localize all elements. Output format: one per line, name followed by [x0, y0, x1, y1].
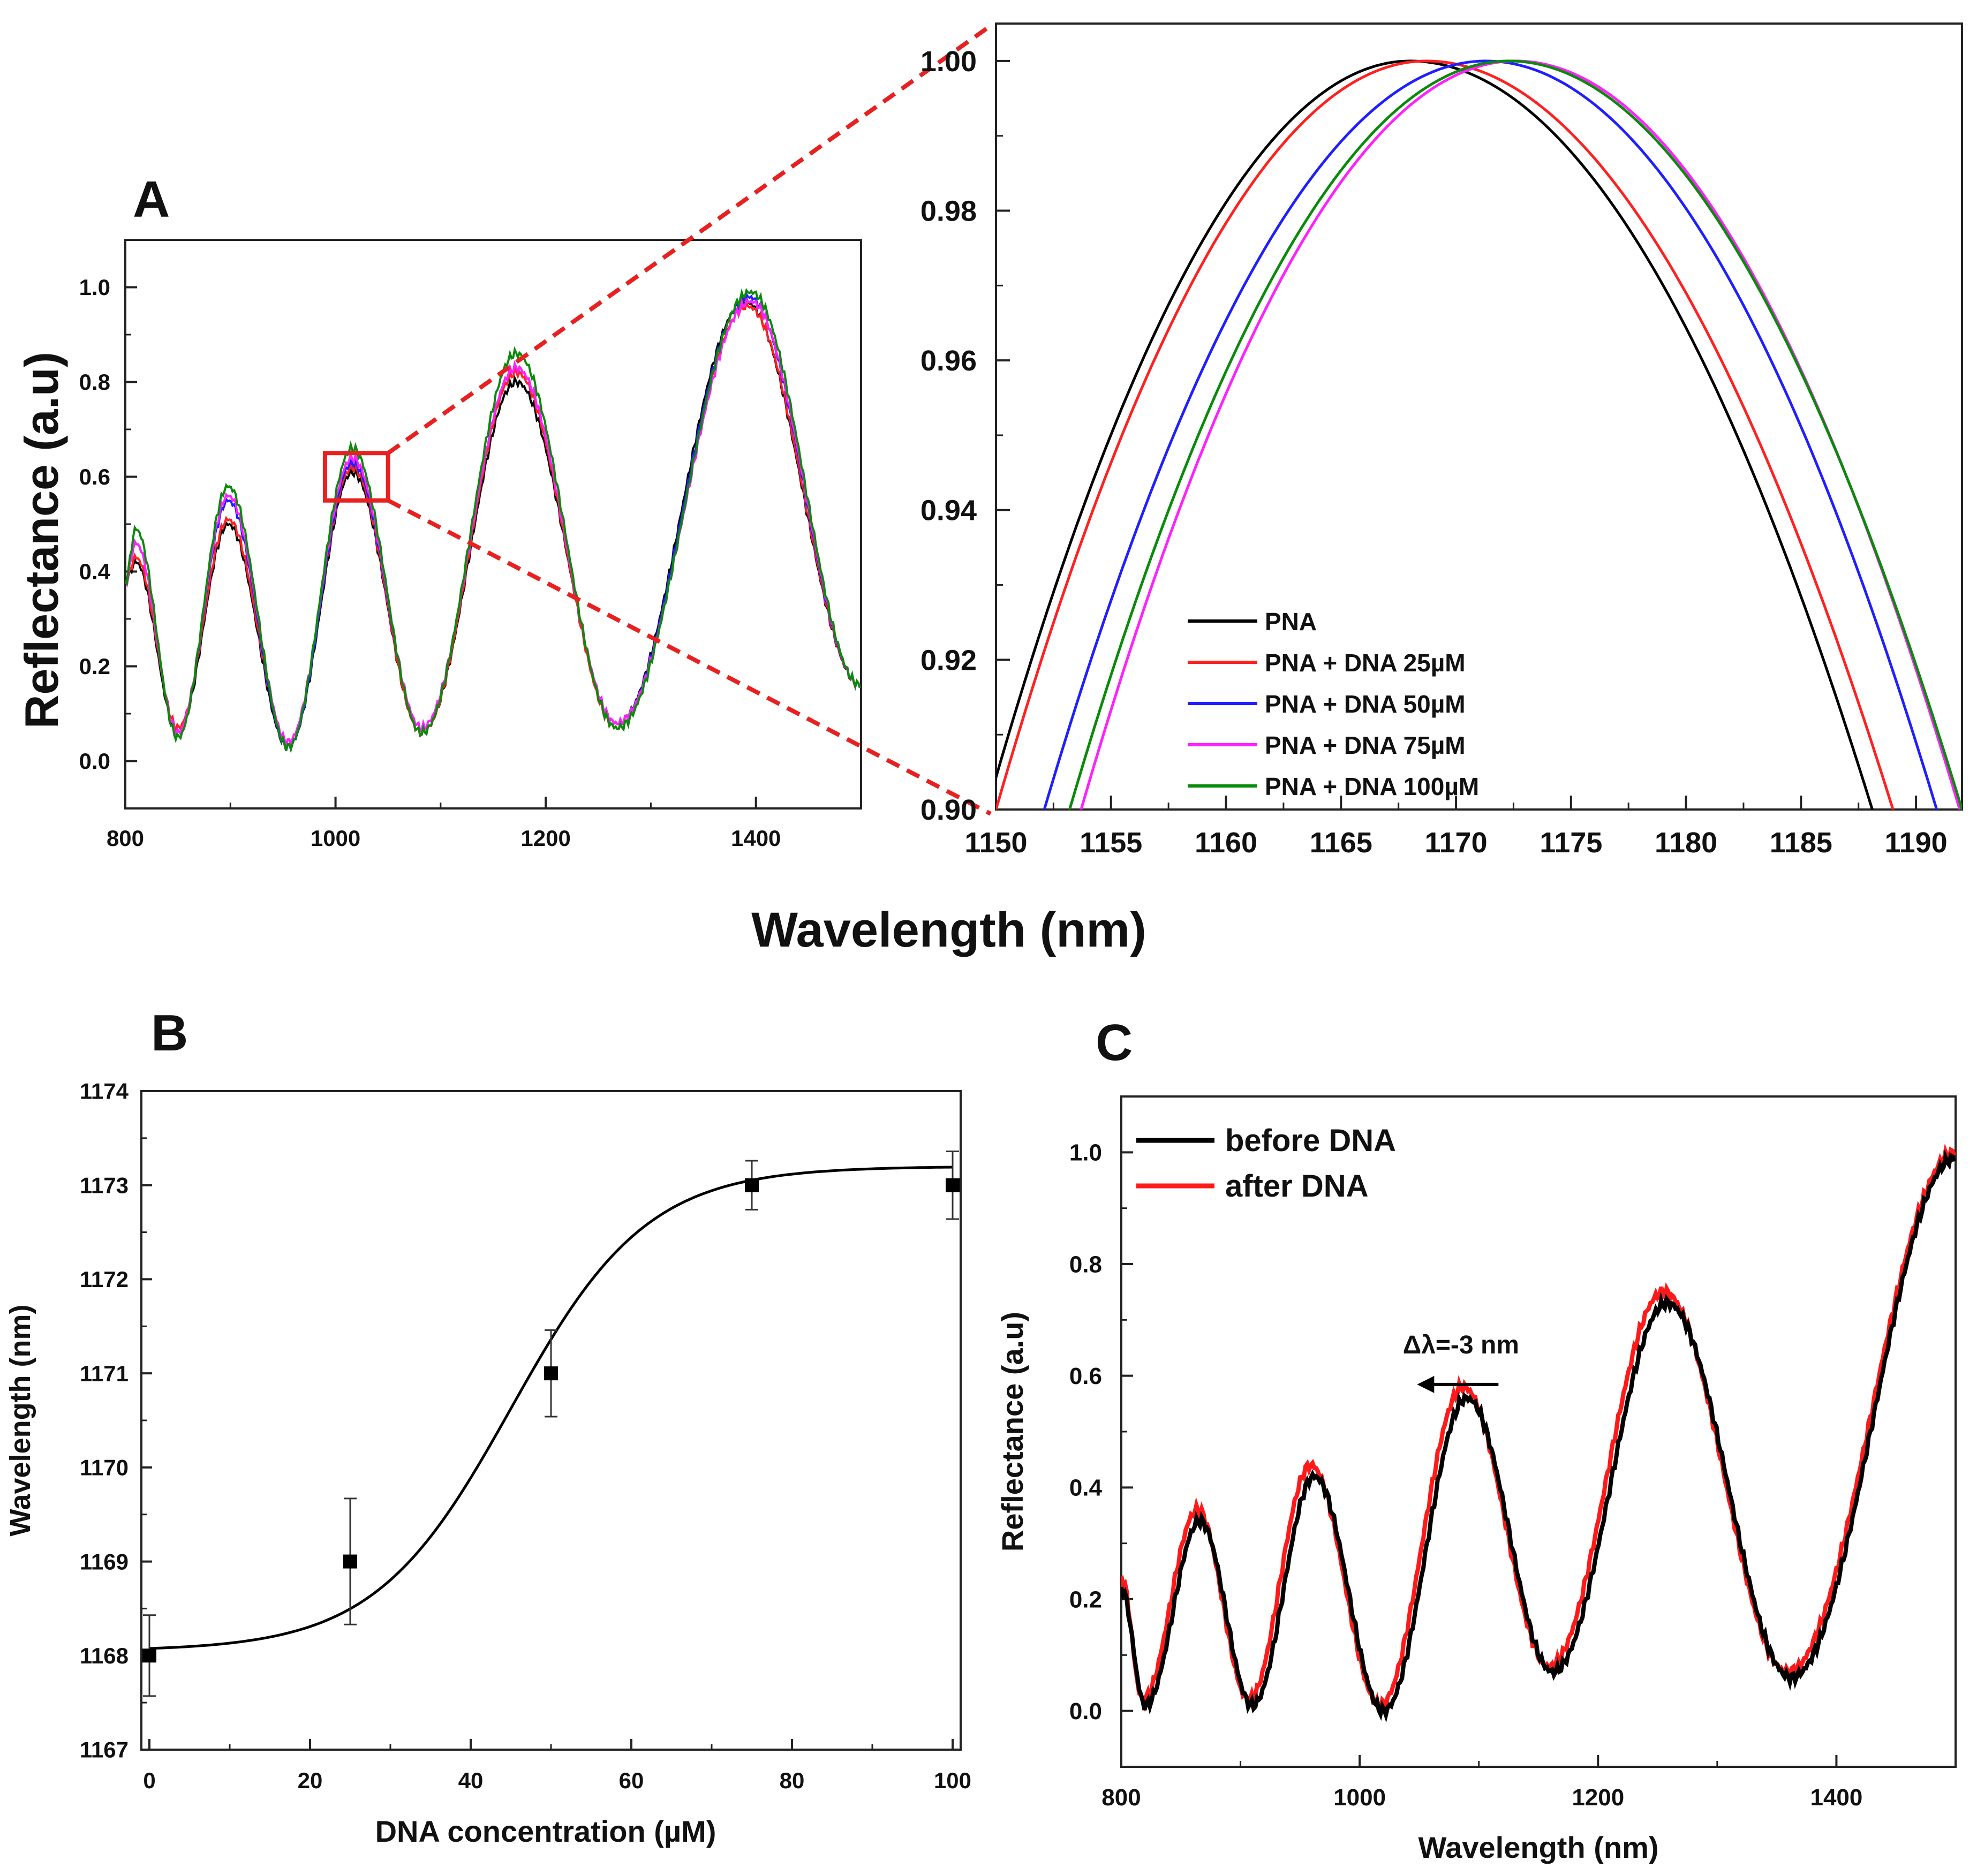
- A-overview-ytick-label: 0.2: [79, 654, 110, 679]
- panel-b-x-axis-title: DNA concentration (µM): [375, 1814, 716, 1848]
- A-overview-xtick-label: 1000: [311, 826, 360, 851]
- panel-c-series-0: [1121, 1149, 1956, 1723]
- panel-b-point-0: [142, 1648, 156, 1663]
- B-ytick-label: 1169: [80, 1549, 129, 1574]
- panel-a-series-3: [125, 297, 861, 748]
- C-ytick-label: 0.8: [1069, 1251, 1102, 1277]
- B-xtick-label: 0: [143, 1768, 155, 1793]
- panel-a-zoom-series-3: [1080, 59, 1961, 810]
- legend-label-4: PNA + DNA 100µM: [1265, 773, 1479, 800]
- A-overview-ytick-label: 1.0: [79, 275, 110, 300]
- A-zoom-xtick-label: 1170: [1424, 827, 1487, 859]
- C-xtick-label: 1000: [1333, 1784, 1386, 1811]
- A-zoom-ytick-label: 0.90: [920, 794, 977, 826]
- panel-a-zoom-legend: PNA PNA + DNA 25µM PNA + DNA 50µM PNA + DNA…: [1188, 608, 1479, 800]
- C-xtick-label: 800: [1101, 1784, 1141, 1811]
- B-xtick-label: 60: [619, 1768, 644, 1793]
- zoom-connector-bottom: [387, 498, 992, 816]
- A-overview-ytick-label: 0.6: [79, 464, 110, 489]
- C-ytick-label: 0.4: [1069, 1475, 1103, 1501]
- panel-c-shift-annotation: Δλ=-3 nm: [1403, 1331, 1519, 1359]
- A-zoom-ytick-label: 0.94: [920, 495, 977, 527]
- B-ytick-label: 1170: [80, 1455, 129, 1480]
- panel-a-label: A: [133, 171, 170, 228]
- A-overview-ytick-label: 0.8: [79, 369, 110, 395]
- A-zoom-xtick-label: 1165: [1310, 827, 1372, 859]
- B-xtick-label: 100: [934, 1768, 971, 1793]
- legend-label-3: PNA + DNA 75µM: [1265, 731, 1466, 759]
- panel-a-series-4: [125, 288, 861, 753]
- A-zoom-plot-frame: [995, 22, 1963, 811]
- A-overview-xtick-label: 800: [107, 826, 144, 851]
- A-zoom-xtick-label: 1180: [1655, 827, 1717, 859]
- C-axes: 800 1000 1200 1400 0.0 0.2 0.4 0.6 0.8 1.0: [1069, 1095, 1957, 1811]
- panel-c-x-axis-title: Wavelength (nm): [1418, 1830, 1658, 1864]
- A-zoom-xtick-label: 1155: [1080, 827, 1142, 859]
- panel-b-point-2: [544, 1366, 558, 1381]
- legend-label-1: PNA + DNA 25µM: [1265, 649, 1466, 677]
- B-xtick-label: 20: [298, 1768, 323, 1793]
- panel-a-zoom-series-0: [996, 59, 1874, 810]
- A-overview-ytick-label: 0.0: [79, 748, 110, 774]
- panel-c-label: C: [1096, 1014, 1133, 1071]
- C-ytick-label: 0.6: [1069, 1363, 1102, 1389]
- shared-x-axis-title: Wavelength (nm): [751, 903, 1146, 957]
- zoom-connector-top: [387, 24, 992, 455]
- A-zoom-ytick-label: 0.96: [920, 345, 977, 377]
- B-plot-frame: [140, 1090, 962, 1751]
- panel-b-point-1: [343, 1554, 357, 1569]
- C-xtick-label: 1200: [1572, 1784, 1624, 1811]
- B-ytick-label: 1171: [80, 1361, 129, 1386]
- panel-c-legend-label-1: after DNA: [1225, 1169, 1369, 1204]
- panel-c-legend-label-0: before DNA: [1225, 1123, 1396, 1158]
- A-zoom-xtick-label: 1185: [1770, 827, 1832, 859]
- A-overview-ytick-label: 0.4: [79, 559, 111, 584]
- A-zoom-ytick-label: 0.98: [920, 195, 977, 227]
- B-ytick-label: 1172: [80, 1267, 129, 1292]
- B-ytick-label: 1167: [80, 1737, 129, 1762]
- C-ytick-label: 0.2: [1069, 1586, 1102, 1613]
- panel-b-point-3: [745, 1178, 759, 1192]
- B-ytick-label: 1173: [80, 1172, 129, 1198]
- A-zoom-axes: 1150 1155 1160 1165 1170 1175 1180 1185 1190 0.90…: [920, 22, 1963, 859]
- panel-c-y-axis-title: Reflectance (a.u): [995, 1312, 1029, 1552]
- panel-a-zoom-series-2: [1043, 59, 1938, 810]
- legend-label-0: PNA: [1265, 608, 1317, 636]
- A-overview-xtick-label: 1200: [520, 826, 570, 851]
- C-ytick-label: 1.0: [1069, 1140, 1102, 1166]
- B-ytick-label: 1174: [80, 1079, 129, 1104]
- panel-b-y-axis-title: Wavelength (nm): [4, 1304, 36, 1536]
- panel-c-shift-arrowhead: [1417, 1375, 1435, 1393]
- panel-b-point-4: [946, 1178, 960, 1192]
- C-ytick-label: 0.0: [1069, 1698, 1102, 1724]
- A-zoom-xtick-label: 1190: [1885, 827, 1948, 859]
- B-ytick-label: 1168: [80, 1643, 129, 1668]
- legend-label-2: PNA + DNA 50µM: [1265, 690, 1466, 718]
- panel-c-series-1: [1121, 1143, 1956, 1715]
- B-axes: 0 20 40 60 80 100 1167 1168 1169 1170 1171 1172 1173…: [80, 1079, 971, 1793]
- zoom-region-box: [322, 451, 390, 503]
- A-zoom-xtick-label: 1150: [964, 827, 1027, 859]
- panel-a-y-axis-title: Reflectance (a.u): [15, 352, 68, 729]
- B-xtick-label: 80: [780, 1768, 805, 1793]
- panel-a-zoom-series-4: [1068, 59, 1962, 810]
- panel-a-series-2: [125, 291, 861, 753]
- A-zoom-ytick-label: 1.00: [920, 46, 977, 78]
- panel-b-label: B: [151, 1004, 188, 1062]
- A-zoom-xtick-label: 1160: [1195, 827, 1257, 859]
- A-zoom-ytick-label: 0.92: [920, 644, 977, 676]
- C-xtick-label: 1400: [1810, 1784, 1862, 1811]
- panel-c-legend: before DNA after DNA: [1136, 1123, 1396, 1204]
- B-xtick-label: 40: [458, 1768, 484, 1793]
- A-zoom-xtick-label: 1175: [1540, 827, 1602, 859]
- A-overview-xtick-label: 1400: [731, 826, 781, 851]
- panel-a-series-1: [125, 299, 861, 748]
- A-overview-axes: 800 1000 1200 1400 0.0 0.2 0.4 0.6 0.8 1.0: [79, 239, 862, 851]
